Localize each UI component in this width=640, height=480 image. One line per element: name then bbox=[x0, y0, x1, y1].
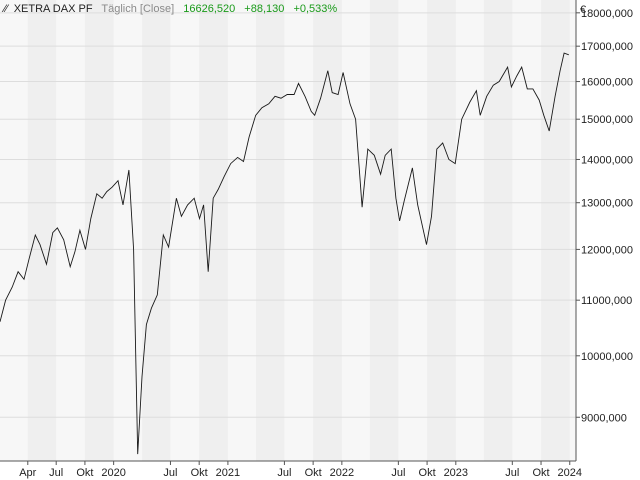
x-tick-label: 2022 bbox=[330, 467, 354, 479]
quarter-band bbox=[369, 0, 399, 461]
x-tick-label: Okt bbox=[305, 467, 322, 479]
change-percent: +0,533% bbox=[293, 3, 338, 15]
x-tick-label: Okt bbox=[191, 467, 208, 479]
y-tick-label: 15000,000 bbox=[581, 114, 633, 126]
quarter-band bbox=[199, 0, 228, 461]
y-tick-label: 18000,000 bbox=[581, 8, 633, 20]
last-value: 16626,520 bbox=[183, 3, 236, 15]
y-axis-labels: 9000,000 10000,000 11000,000 12000,000 13000… bbox=[581, 8, 633, 424]
x-tick-label: Apr bbox=[19, 467, 36, 479]
quarter-band bbox=[27, 0, 57, 461]
price-line-series bbox=[0, 52, 569, 455]
x-tick-label: Jul bbox=[163, 467, 177, 479]
alternating-month-bands bbox=[0, 0, 576, 461]
currency-label: € bbox=[580, 4, 587, 16]
quarter-band bbox=[84, 0, 114, 461]
instrument-name: XETRA DAX PF bbox=[13, 3, 93, 15]
x-tick-label: 2021 bbox=[216, 467, 240, 479]
chart-header: ⁄⁄ XETRA DAX PF Täglich [Close] 16626,520… bbox=[4, 3, 337, 15]
y-tick-label: 11000,000 bbox=[581, 295, 632, 307]
x-tick-label: Jul bbox=[391, 467, 405, 479]
change-value: +88,130 bbox=[244, 3, 285, 15]
y-tick-label: 9000,000 bbox=[581, 412, 627, 424]
x-tick-label: Jul bbox=[505, 467, 519, 479]
x-tick-label: Jul bbox=[49, 467, 63, 479]
y-tick-label: 16000,000 bbox=[581, 77, 633, 89]
x-tick-label: Okt bbox=[76, 467, 93, 479]
quarter-band bbox=[427, 0, 456, 461]
quarter-band bbox=[483, 0, 513, 461]
x-tick-label: 2023 bbox=[444, 467, 468, 479]
y-tick-label: 10000,000 bbox=[581, 351, 633, 363]
x-tick-label: 2024 bbox=[558, 467, 582, 479]
y-tick-label: 17000,000 bbox=[581, 41, 633, 53]
y-tick-label: 14000,000 bbox=[581, 154, 633, 166]
x-tick-label: 2020 bbox=[101, 467, 125, 479]
mode-label: Täglich [Close] bbox=[101, 3, 175, 15]
x-axis-labels: Apr Jul Okt 2020 Jul Okt 2021 Jul Okt 2022 Jul Okt 2… bbox=[19, 467, 582, 479]
x-tick-marks bbox=[27, 461, 571, 465]
y-tick-label: 12000,000 bbox=[581, 244, 633, 256]
horizontal-gridlines bbox=[0, 12, 580, 418]
quarter-band bbox=[256, 0, 285, 461]
y-tick-label: 13000,000 bbox=[581, 198, 633, 210]
quarter-band bbox=[541, 0, 570, 461]
x-tick-label: Okt bbox=[419, 467, 436, 479]
quarter-band bbox=[142, 0, 171, 461]
x-tick-label: Jul bbox=[277, 467, 291, 479]
x-tick-label: Okt bbox=[532, 467, 549, 479]
chart-icon: ⁄⁄ bbox=[4, 3, 8, 15]
quarter-band bbox=[313, 0, 342, 461]
